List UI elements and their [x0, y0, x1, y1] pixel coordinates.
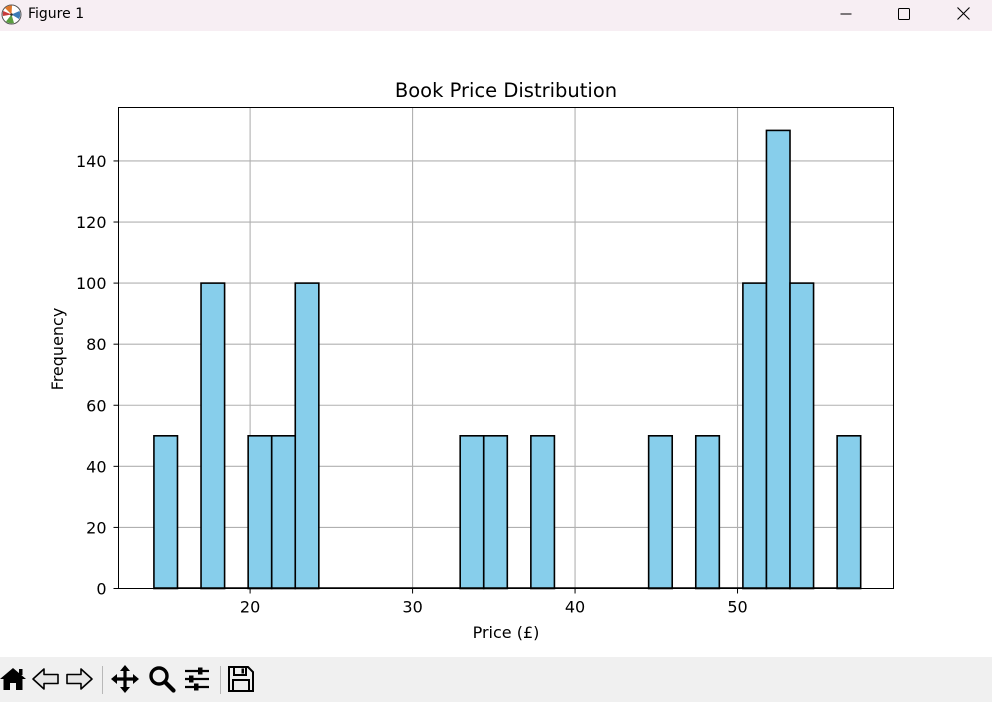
x-axis-label: Price (£)	[473, 623, 540, 642]
home-icon	[0, 666, 27, 696]
histogram-bar	[836, 435, 862, 590]
matplotlib-icon	[1, 4, 22, 25]
window-title: Figure 1	[28, 6, 85, 22]
close-icon	[956, 7, 970, 20]
back-arrow-icon	[31, 666, 61, 696]
navigation-toolbar	[0, 657, 992, 702]
configure-subplots-button[interactable]	[182, 666, 212, 696]
histogram-bar	[530, 435, 556, 590]
x-tick-label: 40	[565, 598, 585, 617]
histogram-bar	[270, 435, 297, 590]
chart-title: Book Price Distribution	[395, 79, 617, 102]
histogram-bars	[153, 129, 862, 590]
close-button[interactable]	[940, 0, 986, 27]
minimize-icon	[840, 8, 852, 20]
axis-ticks: 20 30 40 50 0 20 40 60 80 100 120 140	[76, 152, 748, 617]
back-button[interactable]	[31, 666, 61, 696]
maximize-button[interactable]	[881, 0, 927, 27]
y-axis-label: Frequency	[48, 308, 67, 391]
home-button[interactable]	[0, 666, 28, 696]
y-tick-label: 100	[76, 274, 107, 293]
toolbar-separator	[220, 666, 221, 694]
configure-subplots-icon	[183, 666, 211, 696]
histogram-bar	[459, 435, 485, 590]
y-tick-label: 0	[96, 580, 106, 599]
histogram-bar	[789, 282, 815, 590]
pan-button[interactable]	[110, 664, 140, 698]
maximize-icon	[898, 7, 910, 20]
histogram-bar	[247, 435, 273, 590]
title-bar[interactable]: Figure 1	[0, 0, 992, 31]
save-button[interactable]	[226, 666, 256, 696]
y-tick-label: 40	[86, 457, 106, 476]
axes-frame	[118, 107, 894, 589]
y-tick-label: 80	[86, 335, 106, 354]
histogram-bar	[742, 282, 768, 590]
y-tick-label: 140	[76, 152, 107, 171]
zoom-icon	[148, 665, 176, 697]
histogram-bar	[482, 435, 509, 590]
figure-canvas[interactable]: Book Price Distribution 20 30 40 50 0 20 40 60 8…	[0, 31, 992, 657]
forward-arrow-icon	[64, 666, 94, 696]
histogram-bar	[647, 435, 674, 590]
y-tick-label: 120	[76, 213, 107, 232]
histogram-bar	[694, 435, 721, 590]
pan-icon	[110, 664, 140, 698]
toolbar-separator	[102, 666, 103, 694]
x-tick-label: 20	[240, 598, 260, 617]
histogram-bar	[765, 129, 791, 590]
histogram-bar	[153, 435, 179, 590]
y-tick-label: 20	[86, 518, 106, 537]
histogram-bar	[200, 282, 226, 590]
minimize-button[interactable]	[823, 0, 869, 27]
x-tick-label: 50	[727, 598, 747, 617]
y-tick-label: 60	[86, 396, 106, 415]
zoom-button[interactable]	[147, 666, 177, 696]
forward-button[interactable]	[64, 666, 94, 696]
histogram-chart: Book Price Distribution 20 30 40 50 0 20 40 60 8…	[48, 79, 894, 642]
x-tick-label: 30	[402, 598, 422, 617]
save-icon	[227, 665, 255, 697]
histogram-bar	[294, 282, 320, 590]
